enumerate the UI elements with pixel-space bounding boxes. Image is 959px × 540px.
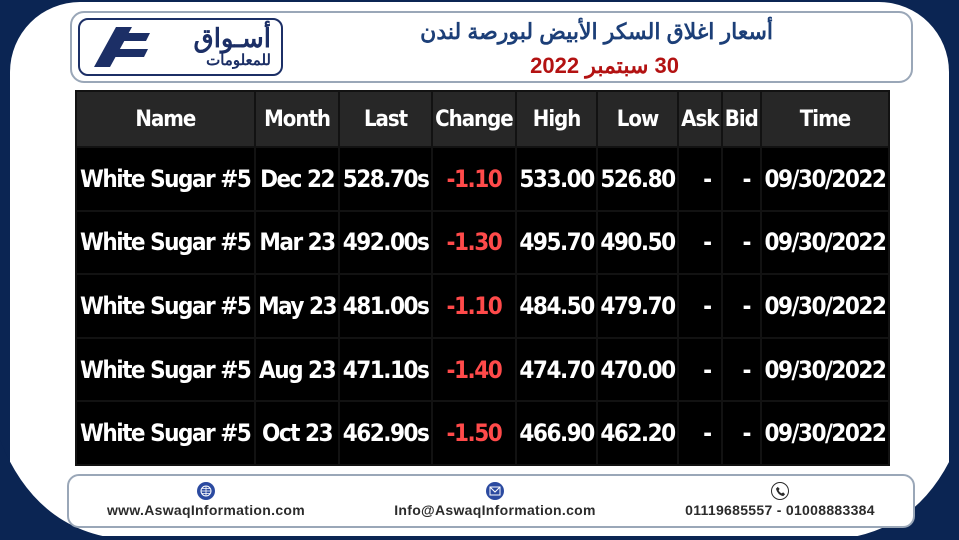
prices-table: Name Month Last Change High Low Ask Bid … [75, 90, 890, 466]
logo-arabic-subtitle: للمعلومات [206, 52, 271, 69]
col-name: Name [77, 92, 254, 146]
cell-last: 528.70s [340, 148, 431, 210]
cell-bid: - [722, 211, 760, 274]
cell-time: 09/30/2022 [761, 211, 888, 274]
cell-change: -1.50 [432, 402, 516, 464]
cell-change: -1.30 [432, 211, 516, 274]
table-row: White Sugar #5 May 23 481.00s -1.10 484.… [77, 275, 888, 337]
cell-month: Aug 23 [255, 338, 339, 401]
cell-month: Dec 22 [255, 148, 339, 210]
cell-month: May 23 [255, 275, 339, 337]
page-title: أسعار اغلاق السكر الأبيض لبورصة لندن [420, 19, 773, 44]
cell-ask: - [679, 148, 721, 210]
col-high: High [517, 92, 597, 146]
cell-bid: - [722, 275, 760, 337]
cell-name: White Sugar #5 [77, 275, 254, 337]
contact-footer: www.AswaqInformation.com Info@AswaqInfor… [67, 474, 915, 528]
cell-name: White Sugar #5 [77, 211, 254, 274]
cell-ask: - [679, 275, 721, 337]
cell-month: Oct 23 [255, 402, 339, 464]
aswaq-logo: أسـواق للمعلومات [78, 18, 283, 76]
cell-last: 492.00s [340, 211, 431, 274]
cell-high: 466.90 [517, 402, 597, 464]
cell-high: 533.00 [517, 148, 597, 210]
cell-time: 09/30/2022 [761, 402, 888, 464]
aswaq-logo-mark-icon [80, 20, 162, 74]
cell-ask: - [679, 338, 721, 401]
header-banner: أسـواق للمعلومات أسعار اغلاق السكر الأبي… [70, 11, 913, 83]
cell-change: -1.10 [432, 148, 516, 210]
cell-last: 462.90s [340, 402, 431, 464]
cell-low: 479.70 [598, 275, 678, 337]
prices-table-container: Name Month Last Change High Low Ask Bid … [75, 90, 890, 466]
phone-numbers: 01119685557 - 01008883384 [685, 502, 875, 518]
table-row: White Sugar #5 Oct 23 462.90s -1.50 466.… [77, 402, 888, 464]
col-change: Change [432, 92, 516, 146]
website-contact[interactable]: www.AswaqInformation.com [81, 482, 331, 518]
cell-high: 474.70 [517, 338, 597, 401]
cell-high: 495.70 [517, 211, 597, 274]
cell-name: White Sugar #5 [77, 338, 254, 401]
cell-low: 462.20 [598, 402, 678, 464]
cell-low: 526.80 [598, 148, 678, 210]
cell-time: 09/30/2022 [761, 338, 888, 401]
cell-last: 471.10s [340, 338, 431, 401]
cell-change: -1.40 [432, 338, 516, 401]
col-low: Low [598, 92, 678, 146]
cell-ask: - [679, 402, 721, 464]
cell-bid: - [722, 338, 760, 401]
col-time: Time [761, 92, 888, 146]
phone-contact[interactable]: 01119685557 - 01008883384 [655, 482, 905, 518]
cell-name: White Sugar #5 [77, 148, 254, 210]
col-bid: Bid [722, 92, 760, 146]
table-row: White Sugar #5 Aug 23 471.10s -1.40 474.… [77, 338, 888, 401]
cell-change: -1.10 [432, 275, 516, 337]
logo-text: أسـواق للمعلومات [162, 24, 281, 70]
phone-icon [771, 482, 789, 500]
cell-time: 09/30/2022 [761, 275, 888, 337]
table-row: White Sugar #5 Mar 23 492.00s -1.30 495.… [77, 211, 888, 274]
globe-icon [197, 482, 215, 500]
email-contact[interactable]: Info@AswaqInformation.com [365, 482, 625, 518]
cell-name: White Sugar #5 [77, 402, 254, 464]
table-row: White Sugar #5 Dec 22 528.70s -1.10 533.… [77, 148, 888, 210]
cell-time: 09/30/2022 [761, 148, 888, 210]
email-link[interactable]: Info@AswaqInformation.com [394, 502, 596, 518]
cell-month: Mar 23 [255, 211, 339, 274]
cell-bid: - [722, 148, 760, 210]
logo-arabic-name: أسـواق [193, 23, 271, 53]
website-link[interactable]: www.AswaqInformation.com [106, 502, 306, 518]
col-last: Last [340, 92, 431, 146]
cell-bid: - [722, 402, 760, 464]
cell-low: 490.50 [598, 211, 678, 274]
col-ask: Ask [679, 92, 721, 146]
page-date: 30 سبتمبر 2022 [530, 53, 679, 78]
cell-low: 470.00 [598, 338, 678, 401]
cell-ask: - [679, 211, 721, 274]
cell-last: 481.00s [340, 275, 431, 337]
envelope-icon [486, 482, 504, 500]
table-header-row: Name Month Last Change High Low Ask Bid … [77, 92, 888, 146]
cell-high: 484.50 [517, 275, 597, 337]
col-month: Month [255, 92, 339, 146]
